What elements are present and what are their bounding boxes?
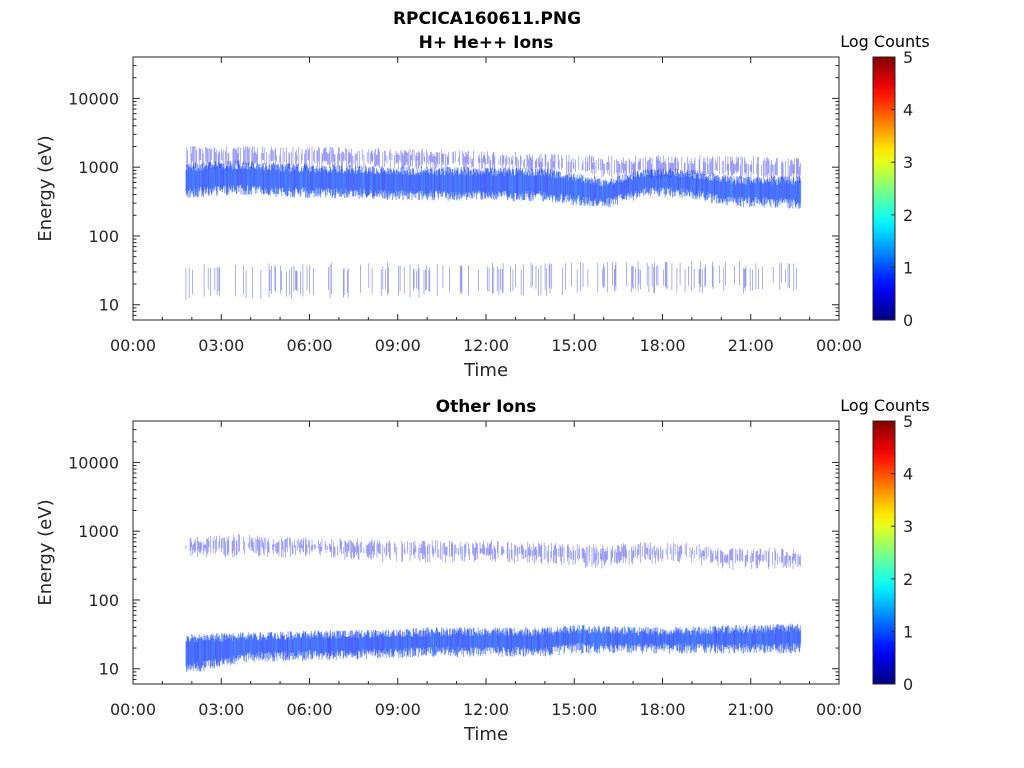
colorbar-tick-label: 0 (903, 675, 913, 694)
figure-title: RPCICA160611.PNG (393, 9, 581, 29)
colorbar: Log Counts 0 1 2 3 4 5 (840, 32, 930, 330)
y-axis-label: Energy (eV) (35, 499, 56, 605)
x-tick-label: 15:00 (551, 336, 597, 355)
colorbar-tick-label: 5 (903, 48, 913, 67)
x-tick-label: 00:00 (110, 336, 156, 355)
panel-title: H+ He++ Ions (419, 33, 554, 53)
band-main (185, 623, 802, 672)
y-tick-label: 1000 (78, 522, 119, 541)
x-tick-label: 12:00 (463, 336, 509, 355)
band-main (185, 160, 802, 209)
x-tick-label: 21:00 (728, 336, 774, 355)
x-tick-label: 00:00 (816, 700, 862, 719)
y-tick-label: 10000 (68, 453, 119, 472)
spectrogram-data (185, 146, 802, 301)
x-tick-label: 06:00 (286, 336, 332, 355)
colorbar-tick-label: 4 (903, 465, 913, 484)
x-tick-label: 09:00 (375, 336, 421, 355)
x-tick-label: 00:00 (110, 700, 156, 719)
x-tick-label: 00:00 (816, 336, 862, 355)
colorbar-tick-label: 2 (903, 206, 913, 225)
x-tick-label: 12:00 (463, 700, 509, 719)
y-axis-label: Energy (eV) (35, 135, 56, 241)
x-tick-label: 21:00 (728, 700, 774, 719)
y-tick-label: 100 (88, 227, 119, 246)
colorbar-tick-label: 2 (903, 570, 913, 589)
band-low (185, 261, 797, 301)
band-upper (186, 146, 801, 183)
y-tick-label: 1000 (78, 158, 119, 177)
y-tick-label: 10 (99, 296, 119, 315)
x-axis-label: Time (463, 360, 508, 381)
colorbar-scale (872, 56, 896, 321)
y-tick-label: 100 (88, 591, 119, 610)
colorbar-label: Log Counts (840, 32, 930, 51)
colorbar-label: Log Counts (840, 396, 930, 415)
x-tick-label: 09:00 (375, 700, 421, 719)
x-tick-label: 18:00 (639, 700, 685, 719)
colorbar-tick-label: 0 (903, 311, 913, 330)
colorbar-tick-label: 1 (903, 622, 913, 641)
colorbar-tick-label: 5 (903, 412, 913, 431)
x-tick-label: 06:00 (286, 700, 332, 719)
colorbar-tick-label: 4 (903, 101, 913, 120)
x-tick-label: 03:00 (198, 700, 244, 719)
colorbar-tick-label: 3 (903, 517, 913, 536)
x-tick-label: 15:00 (551, 700, 597, 719)
panel-1: H+ He++ Ions 00:00 03:00 06:00 09:00 12:00 15:… (35, 32, 930, 381)
x-tick-label: 18:00 (639, 336, 685, 355)
spectrogram-data (185, 534, 802, 672)
band-upper (185, 534, 801, 570)
y-tick-label: 10 (99, 660, 119, 679)
x-axis-label: Time (463, 724, 508, 745)
y-tick-label: 10000 (68, 89, 119, 108)
x-tick-label: 03:00 (198, 336, 244, 355)
colorbar: Log Counts 0 1 2 3 4 5 (840, 396, 930, 694)
panel-title: Other Ions (436, 397, 537, 417)
panel-2: Other Ions 00:00 03:00 06:00 09:00 12:00 15:00… (35, 396, 930, 745)
colorbar-tick-label: 3 (903, 153, 913, 172)
colorbar-scale (872, 420, 896, 685)
colorbar-tick-label: 1 (903, 258, 913, 277)
